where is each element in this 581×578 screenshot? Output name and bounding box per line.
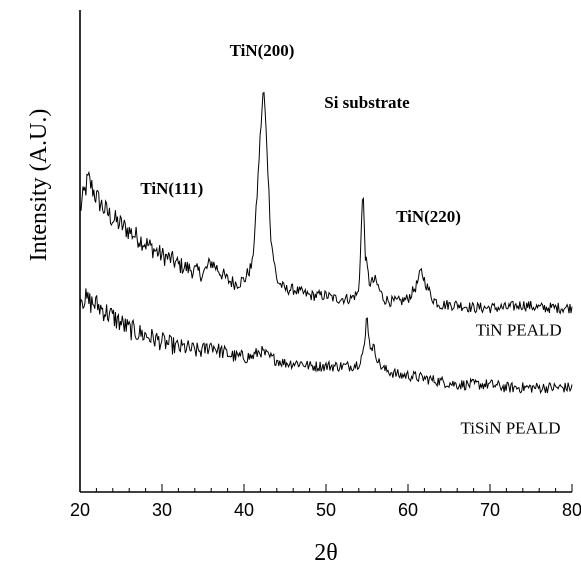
peak-label: Si substrate xyxy=(324,93,410,112)
x-tick-label: 60 xyxy=(398,500,418,520)
x-tick-label: 70 xyxy=(480,500,500,520)
annotation-layer: TiN(200) Si substrate TiN(111) TiN(220) TiN … xyxy=(140,41,561,438)
series-label: TiSiN PEALD xyxy=(461,419,561,438)
x-tick-label: 30 xyxy=(152,500,172,520)
series-layer xyxy=(79,91,573,395)
x-tick-label: 50 xyxy=(316,500,336,520)
peak-label: TiN(220) xyxy=(396,207,461,226)
y-axis-title: Intensity (A.U.) xyxy=(26,109,52,262)
series-label: TiN PEALD xyxy=(476,320,562,339)
x-tick-label: 80 xyxy=(562,500,581,520)
x-tick-label: 20 xyxy=(70,500,90,520)
series-line xyxy=(79,288,573,395)
series-1 xyxy=(79,91,573,315)
x-axis-title: 2θ xyxy=(314,540,338,566)
peak-label: TiN(111) xyxy=(140,179,203,198)
tick-layer: 20 30 40 50 60 70 80 xyxy=(70,484,581,520)
x-tick-label: 40 xyxy=(234,500,254,520)
peak-label: TiN(200) xyxy=(230,41,295,60)
series-line xyxy=(79,91,573,315)
series-2 xyxy=(79,288,573,395)
